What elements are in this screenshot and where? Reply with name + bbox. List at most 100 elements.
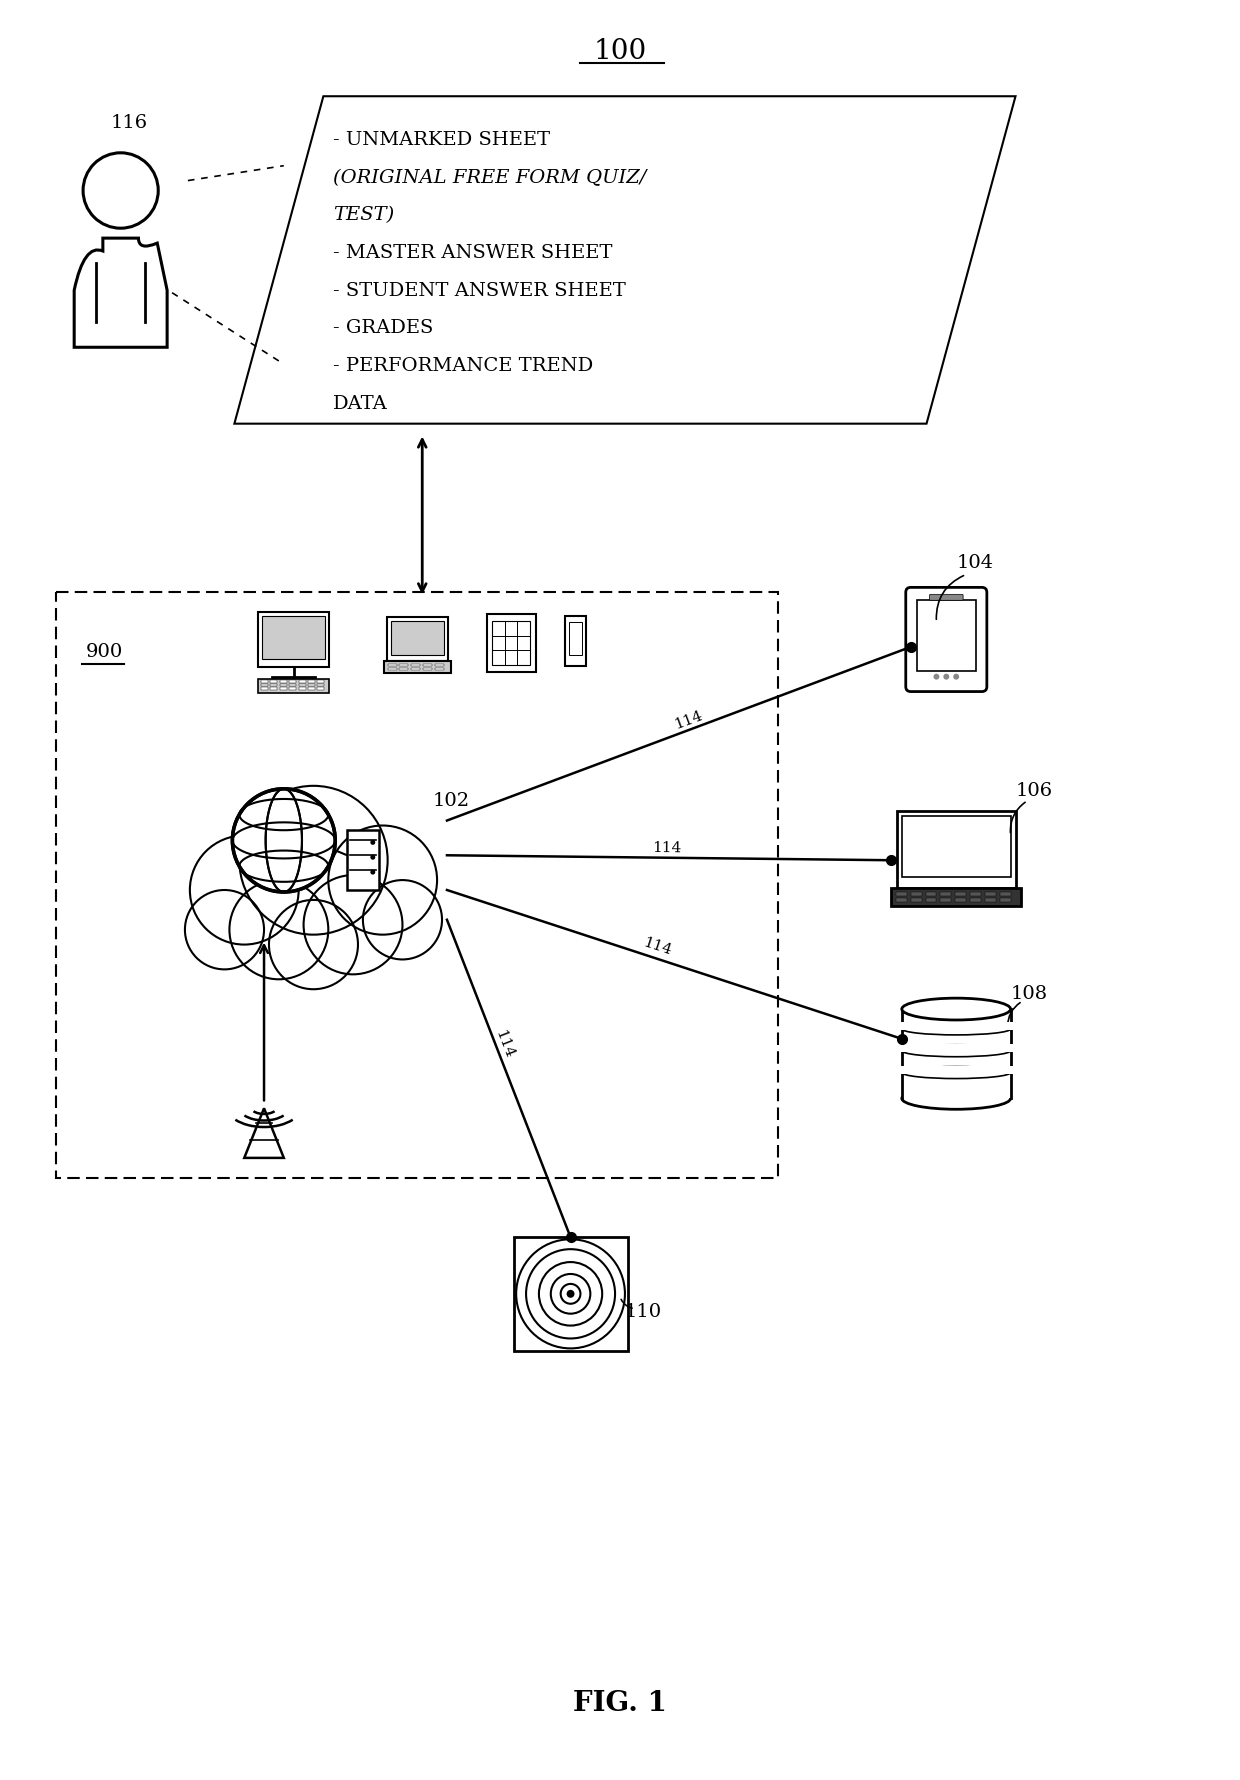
Text: 114: 114 bbox=[651, 840, 681, 854]
FancyBboxPatch shape bbox=[270, 684, 278, 685]
Circle shape bbox=[371, 870, 376, 874]
FancyBboxPatch shape bbox=[492, 621, 529, 664]
FancyBboxPatch shape bbox=[317, 680, 325, 684]
Text: FIG. 1: FIG. 1 bbox=[573, 1689, 667, 1718]
Text: - STUDENT ANSWER SHEET: - STUDENT ANSWER SHEET bbox=[334, 281, 626, 299]
FancyBboxPatch shape bbox=[916, 600, 976, 671]
FancyBboxPatch shape bbox=[985, 892, 996, 895]
Text: 102: 102 bbox=[432, 792, 469, 810]
FancyBboxPatch shape bbox=[515, 1237, 627, 1351]
FancyBboxPatch shape bbox=[308, 680, 315, 684]
FancyBboxPatch shape bbox=[308, 687, 315, 689]
FancyBboxPatch shape bbox=[955, 892, 966, 895]
FancyBboxPatch shape bbox=[435, 664, 444, 666]
FancyBboxPatch shape bbox=[423, 664, 432, 666]
FancyBboxPatch shape bbox=[262, 687, 268, 689]
FancyBboxPatch shape bbox=[925, 892, 936, 895]
FancyBboxPatch shape bbox=[280, 687, 286, 689]
FancyBboxPatch shape bbox=[435, 668, 444, 671]
FancyBboxPatch shape bbox=[905, 587, 987, 692]
FancyBboxPatch shape bbox=[317, 684, 325, 685]
Text: - MASTER ANSWER SHEET: - MASTER ANSWER SHEET bbox=[334, 244, 613, 262]
FancyBboxPatch shape bbox=[970, 892, 981, 895]
FancyBboxPatch shape bbox=[388, 664, 397, 666]
Circle shape bbox=[269, 901, 358, 990]
FancyBboxPatch shape bbox=[262, 616, 325, 659]
Ellipse shape bbox=[901, 999, 1011, 1020]
FancyBboxPatch shape bbox=[270, 687, 278, 689]
FancyBboxPatch shape bbox=[895, 897, 906, 902]
Circle shape bbox=[190, 835, 299, 945]
Circle shape bbox=[304, 876, 403, 974]
Circle shape bbox=[329, 826, 436, 935]
FancyBboxPatch shape bbox=[890, 888, 1022, 906]
Text: 114: 114 bbox=[672, 708, 704, 732]
Circle shape bbox=[371, 854, 376, 860]
Text: 116: 116 bbox=[110, 114, 148, 132]
Polygon shape bbox=[244, 1109, 284, 1159]
Text: - GRADES: - GRADES bbox=[334, 319, 434, 338]
Circle shape bbox=[185, 890, 264, 970]
FancyBboxPatch shape bbox=[412, 668, 420, 671]
FancyBboxPatch shape bbox=[270, 680, 278, 684]
Text: - PERFORMANCE TREND: - PERFORMANCE TREND bbox=[334, 358, 594, 376]
FancyBboxPatch shape bbox=[299, 687, 305, 689]
Circle shape bbox=[934, 673, 940, 680]
FancyBboxPatch shape bbox=[299, 680, 305, 684]
FancyBboxPatch shape bbox=[387, 618, 448, 660]
FancyBboxPatch shape bbox=[910, 892, 921, 895]
Text: 108: 108 bbox=[1011, 984, 1048, 1004]
FancyBboxPatch shape bbox=[940, 892, 951, 895]
Circle shape bbox=[363, 879, 441, 959]
FancyBboxPatch shape bbox=[486, 614, 536, 671]
FancyBboxPatch shape bbox=[262, 684, 268, 685]
Ellipse shape bbox=[901, 1088, 1011, 1109]
FancyBboxPatch shape bbox=[564, 616, 587, 666]
Circle shape bbox=[239, 785, 388, 934]
FancyBboxPatch shape bbox=[930, 595, 963, 600]
FancyBboxPatch shape bbox=[999, 892, 1011, 895]
FancyBboxPatch shape bbox=[289, 684, 296, 685]
FancyBboxPatch shape bbox=[262, 680, 268, 684]
Circle shape bbox=[944, 673, 950, 680]
Text: 104: 104 bbox=[956, 554, 993, 571]
Circle shape bbox=[371, 840, 376, 846]
FancyBboxPatch shape bbox=[388, 668, 397, 671]
Text: 114: 114 bbox=[641, 936, 673, 958]
Text: (ORIGINAL FREE FORM QUIZ/: (ORIGINAL FREE FORM QUIZ/ bbox=[334, 169, 646, 187]
FancyBboxPatch shape bbox=[347, 831, 378, 890]
FancyBboxPatch shape bbox=[399, 664, 408, 666]
Text: 106: 106 bbox=[1016, 781, 1053, 799]
FancyBboxPatch shape bbox=[999, 897, 1011, 902]
FancyBboxPatch shape bbox=[391, 621, 444, 655]
Circle shape bbox=[567, 1290, 574, 1298]
FancyBboxPatch shape bbox=[895, 892, 906, 895]
FancyBboxPatch shape bbox=[299, 684, 305, 685]
Text: DATA: DATA bbox=[334, 395, 388, 413]
FancyBboxPatch shape bbox=[280, 684, 286, 685]
FancyBboxPatch shape bbox=[900, 1043, 1013, 1052]
FancyBboxPatch shape bbox=[308, 684, 315, 685]
FancyBboxPatch shape bbox=[925, 897, 936, 902]
FancyBboxPatch shape bbox=[955, 897, 966, 902]
FancyBboxPatch shape bbox=[910, 897, 921, 902]
FancyBboxPatch shape bbox=[383, 660, 451, 673]
Circle shape bbox=[954, 673, 960, 680]
FancyBboxPatch shape bbox=[258, 612, 330, 668]
FancyBboxPatch shape bbox=[901, 1009, 1011, 1098]
FancyBboxPatch shape bbox=[900, 1022, 1013, 1031]
FancyBboxPatch shape bbox=[970, 897, 981, 902]
Text: 114: 114 bbox=[492, 1027, 516, 1061]
FancyBboxPatch shape bbox=[317, 687, 325, 689]
Text: 900: 900 bbox=[86, 643, 123, 660]
FancyBboxPatch shape bbox=[412, 664, 420, 666]
Circle shape bbox=[232, 789, 335, 892]
FancyBboxPatch shape bbox=[280, 680, 286, 684]
FancyBboxPatch shape bbox=[900, 1066, 1013, 1073]
FancyBboxPatch shape bbox=[940, 897, 951, 902]
FancyBboxPatch shape bbox=[289, 680, 296, 684]
Circle shape bbox=[229, 879, 329, 979]
FancyBboxPatch shape bbox=[258, 678, 330, 692]
Text: - UNMARKED SHEET: - UNMARKED SHEET bbox=[334, 132, 551, 150]
FancyBboxPatch shape bbox=[399, 668, 408, 671]
